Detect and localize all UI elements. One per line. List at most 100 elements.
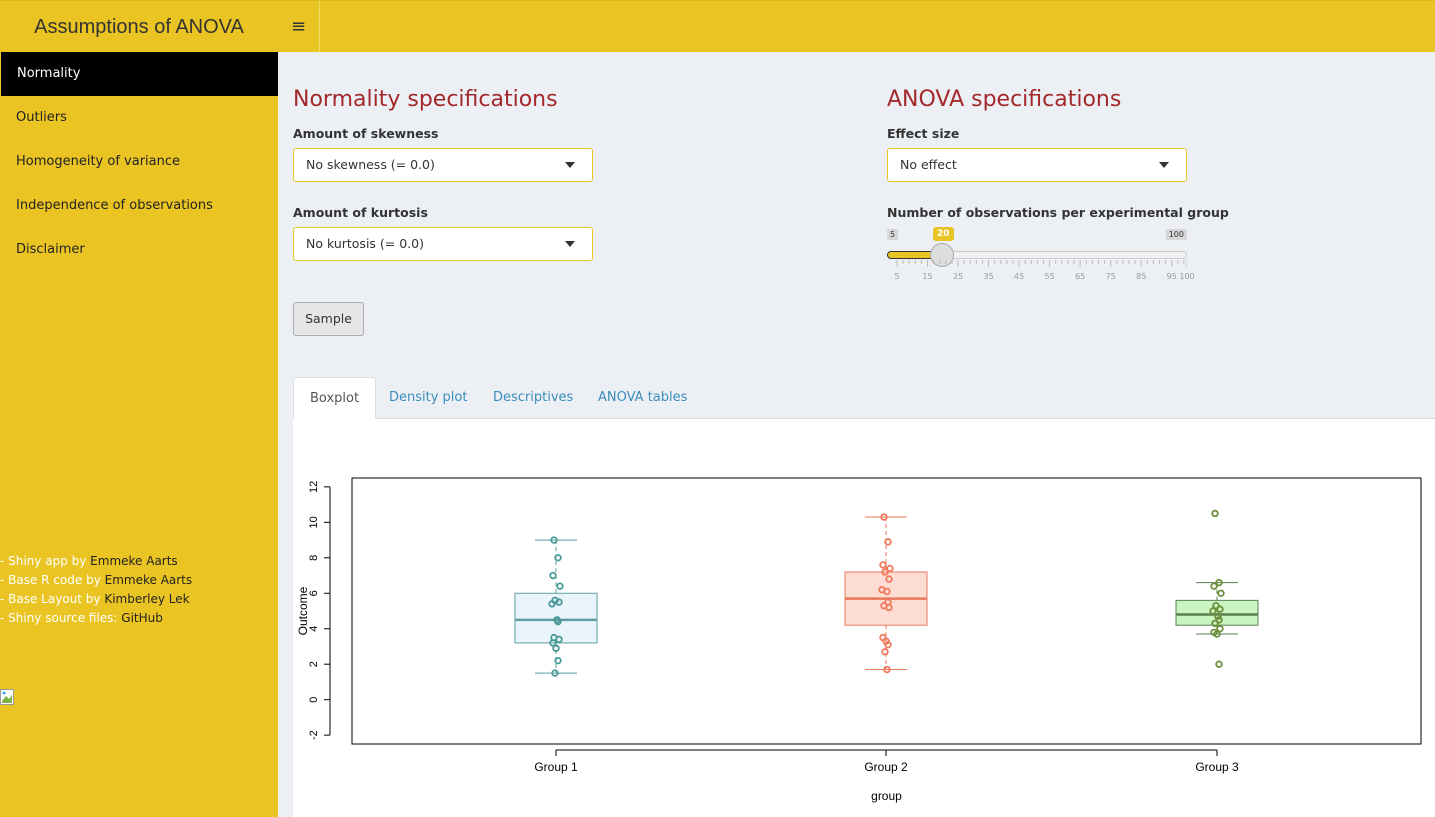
- data-point: [554, 617, 562, 626]
- data-point: [554, 554, 562, 562]
- y-tick-label: 0: [308, 697, 320, 703]
- data-point: [884, 640, 892, 649]
- data-point: [549, 571, 557, 580]
- data-point: [549, 639, 557, 647]
- data-point: [883, 587, 891, 596]
- data-point: [880, 513, 888, 521]
- skewness-select[interactable]: No skewness (= 0.0): [293, 148, 593, 182]
- slider-value-label: 20: [933, 227, 954, 241]
- slider-min-label: 5: [887, 229, 899, 240]
- slider-max-label: 100: [1165, 229, 1187, 240]
- tab-boxplot[interactable]: Boxplot: [293, 377, 377, 419]
- x-tick-label: Group 3: [1195, 760, 1239, 774]
- x-axis-label: group: [871, 789, 902, 803]
- caret-down-icon: [565, 241, 575, 247]
- y-tick-label: 10: [308, 516, 320, 528]
- credits: - Shiny app by Emmeke Aarts - Base R cod…: [0, 552, 192, 628]
- y-tick-label: 8: [308, 555, 320, 561]
- skewness-label: Amount of skewness: [293, 126, 439, 141]
- y-tick-label: 2: [308, 661, 320, 667]
- data-point: [550, 536, 558, 544]
- observations-label: Number of observations per experimental …: [887, 205, 1229, 220]
- kurtosis-select[interactable]: No kurtosis (= 0.0): [293, 227, 593, 261]
- credit-link[interactable]: Kimberley Lek: [104, 592, 190, 606]
- slider-ticks: [896, 260, 1187, 267]
- y-axis-label: Outcome: [296, 586, 310, 635]
- data-point: [1216, 625, 1224, 633]
- y-tick-label: 12: [308, 481, 320, 493]
- data-point: [1209, 607, 1217, 615]
- box-group-1: [514, 536, 598, 677]
- box-group-3: [1175, 509, 1259, 668]
- box-group-2: [844, 513, 928, 674]
- x-tick-label: Group 1: [534, 760, 578, 774]
- app-title: Assumptions of ANOVA: [0, 1, 278, 53]
- data-point: [1213, 630, 1221, 638]
- credit-prefix: - Base Layout by: [0, 592, 105, 606]
- slider-tick-label: 65: [1075, 272, 1086, 281]
- slider-tick-label: 45: [1014, 272, 1025, 281]
- credit-prefix: - Shiny app by: [0, 554, 91, 568]
- data-point: [881, 648, 889, 656]
- tab-descriptives[interactable]: Descriptives: [493, 390, 574, 405]
- anova-title: ANOVA specifications: [887, 87, 1122, 112]
- tab-anova-tables[interactable]: ANOVA tables: [598, 390, 688, 405]
- sidebar: Normality Outliers Homogeneity of varian…: [0, 52, 278, 817]
- sidebar-item-normality[interactable]: Normality: [0, 52, 278, 96]
- data-point: [1215, 660, 1223, 668]
- broken-image-icon: [0, 689, 14, 705]
- credit-link[interactable]: Emmeke Aarts: [90, 554, 178, 568]
- sidebar-item-disclaimer[interactable]: Disclaimer: [16, 242, 85, 257]
- effect-size-select[interactable]: No effect: [887, 148, 1187, 182]
- header-bar: Assumptions of ANOVA ≡: [0, 0, 1435, 53]
- data-point: [548, 600, 556, 608]
- github-link[interactable]: GitHub: [121, 611, 163, 625]
- sample-button[interactable]: Sample: [293, 302, 364, 336]
- kurtosis-value: No kurtosis (= 0.0): [306, 236, 424, 251]
- slider-tick-label: 75: [1105, 272, 1116, 281]
- data-point: [1211, 509, 1219, 518]
- data-point: [883, 665, 891, 674]
- slider-tick-label: 35: [983, 272, 994, 281]
- credit-line: - Shiny app by Emmeke Aarts: [0, 552, 192, 571]
- data-point: [555, 635, 563, 644]
- data-point: [881, 568, 889, 576]
- data-point: [551, 669, 559, 677]
- slider-tick-label: 95: [1166, 272, 1177, 281]
- y-tick-label: -2: [308, 730, 320, 740]
- data-point: [1210, 582, 1218, 590]
- data-point: [885, 603, 893, 612]
- data-point: [1215, 616, 1223, 624]
- plot-frame: [351, 477, 1422, 745]
- y-tick-label: 4: [308, 626, 320, 632]
- hamburger-icon: ≡: [290, 16, 307, 37]
- credit-line: - Base R code by Emmeke Aarts: [0, 571, 192, 590]
- sidebar-toggle-button[interactable]: ≡: [278, 1, 320, 53]
- credit-line: - Base Layout by Kimberley Lek: [0, 590, 192, 609]
- data-point: [886, 564, 894, 573]
- slider-tick-label: 55: [1044, 272, 1055, 281]
- credit-prefix: - Shiny source files:: [0, 611, 122, 625]
- effect-size-label: Effect size: [887, 126, 960, 141]
- credit-line: - Shiny source files: GitHub: [0, 609, 192, 628]
- data-point: [555, 598, 563, 606]
- data-point: [556, 582, 564, 590]
- boxplot-chart: -2 0 2 4 6 8 10 12 Outcome Group 1 Group 2 Group 3 g…: [296, 477, 1422, 803]
- tab-density-plot[interactable]: Density plot: [389, 390, 468, 405]
- credit-link[interactable]: Emmeke Aarts: [104, 573, 193, 587]
- sidebar-item-outliers[interactable]: Outliers: [16, 110, 67, 125]
- kurtosis-label: Amount of kurtosis: [293, 205, 428, 220]
- slider-tick-label: 100: [1179, 272, 1195, 281]
- y-tick-label: 6: [308, 590, 320, 596]
- output-tabs: Boxplot Density plot Descriptives ANOVA …: [293, 377, 1435, 419]
- data-point: [885, 575, 893, 583]
- data-point: [1211, 619, 1219, 628]
- slider-handle[interactable]: [930, 243, 954, 267]
- skewness-value: No skewness (= 0.0): [306, 157, 435, 172]
- slider-tick-label: 25: [952, 272, 964, 281]
- data-point: [1212, 601, 1220, 610]
- x-tick-label: Group 2: [864, 760, 908, 774]
- sidebar-item-independence[interactable]: Independence of observations: [16, 198, 213, 213]
- sidebar-item-homogeneity[interactable]: Homogeneity of variance: [16, 154, 180, 169]
- observations-slider[interactable]: 5 100 20 5 15 25 35 45 55 65 75 85 95 100: [887, 226, 1195, 286]
